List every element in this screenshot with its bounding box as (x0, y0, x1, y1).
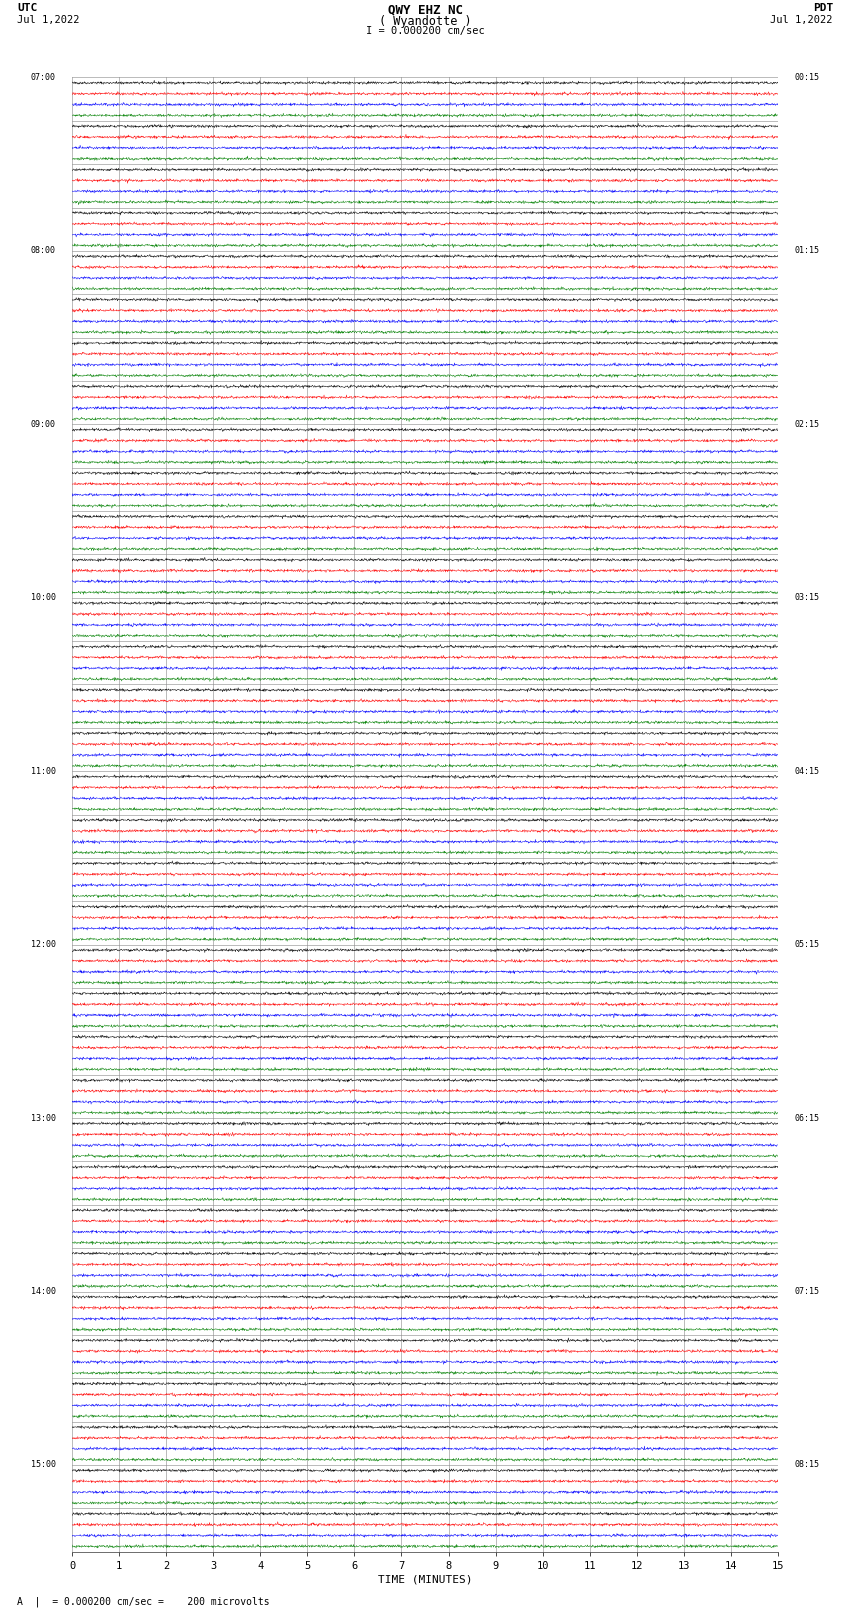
Text: 03:15: 03:15 (794, 594, 819, 602)
Text: 13:00: 13:00 (31, 1113, 56, 1123)
Text: 12:00: 12:00 (31, 940, 56, 948)
Text: 08:15: 08:15 (794, 1460, 819, 1469)
Text: 01:15: 01:15 (794, 247, 819, 255)
Text: 06:15: 06:15 (794, 1113, 819, 1123)
Text: Jul 1,2022: Jul 1,2022 (770, 15, 833, 24)
Text: UTC: UTC (17, 3, 37, 13)
Text: 08:00: 08:00 (31, 247, 56, 255)
Text: 04:15: 04:15 (794, 766, 819, 776)
Text: 05:15: 05:15 (794, 940, 819, 948)
Text: I = 0.000200 cm/sec: I = 0.000200 cm/sec (366, 26, 484, 35)
Text: 15:00: 15:00 (31, 1460, 56, 1469)
Text: QWY EHZ NC: QWY EHZ NC (388, 3, 462, 16)
Text: PDT: PDT (813, 3, 833, 13)
Text: A  |  = 0.000200 cm/sec =    200 microvolts: A | = 0.000200 cm/sec = 200 microvolts (17, 1595, 269, 1607)
Text: Jul 1,2022: Jul 1,2022 (17, 15, 80, 24)
Text: 02:15: 02:15 (794, 419, 819, 429)
Text: 11:00: 11:00 (31, 766, 56, 776)
Text: ( Wyandotte ): ( Wyandotte ) (379, 15, 471, 27)
Text: 07:00: 07:00 (31, 73, 56, 82)
Text: 09:00: 09:00 (31, 419, 56, 429)
X-axis label: TIME (MINUTES): TIME (MINUTES) (377, 1574, 473, 1586)
Text: 00:15: 00:15 (794, 73, 819, 82)
Text: 10:00: 10:00 (31, 594, 56, 602)
Text: 07:15: 07:15 (794, 1287, 819, 1295)
Text: 14:00: 14:00 (31, 1287, 56, 1295)
